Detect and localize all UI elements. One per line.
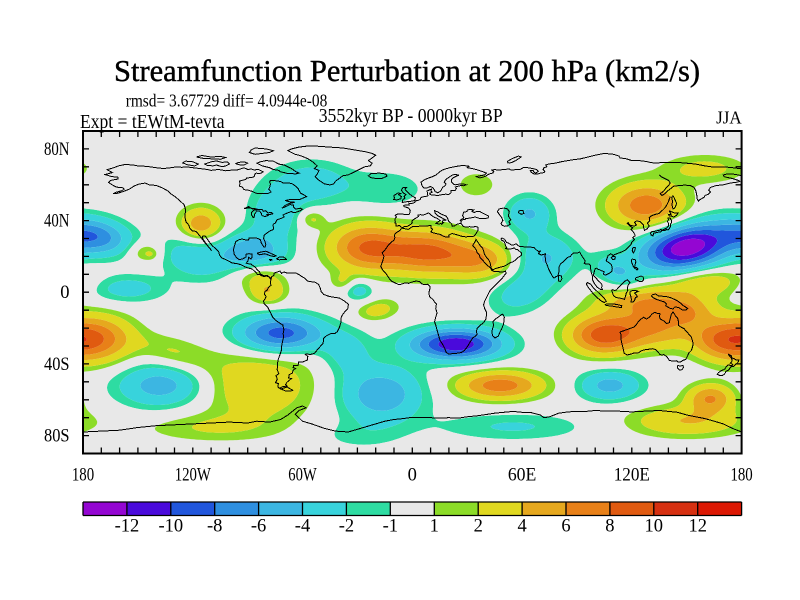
svg-text:120E: 120E: [614, 465, 650, 485]
svg-text:-12: -12: [115, 517, 140, 537]
svg-text:10: 10: [645, 517, 664, 537]
svg-text:-1: -1: [383, 517, 398, 537]
svg-text:1: 1: [430, 517, 439, 537]
svg-text:0: 0: [408, 465, 417, 485]
svg-text:0: 0: [60, 283, 69, 303]
svg-text:JJA: JJA: [716, 107, 742, 127]
svg-text:40S: 40S: [44, 355, 70, 375]
svg-text:Expt = tEWtM-tevta: Expt = tEWtM-tevta: [80, 111, 225, 133]
svg-text:Streamfunction Perturbation at: Streamfunction Perturbation at 200 hPa (…: [114, 53, 700, 88]
svg-text:8: 8: [605, 517, 614, 537]
svg-text:4: 4: [517, 517, 526, 537]
svg-text:60E: 60E: [508, 465, 537, 485]
svg-text:80S: 80S: [44, 427, 70, 447]
svg-text:-2: -2: [339, 517, 354, 537]
svg-text:-6: -6: [251, 517, 266, 537]
svg-text:12: 12: [688, 517, 707, 537]
svg-text:rmsd= 3.67729 diff= 4.0944e-08: rmsd= 3.67729 diff= 4.0944e-08: [126, 91, 328, 111]
svg-text:180: 180: [730, 465, 752, 485]
svg-text:6: 6: [561, 517, 570, 537]
svg-text:60W: 60W: [288, 465, 317, 485]
svg-text:180: 180: [72, 465, 94, 485]
svg-text:120W: 120W: [175, 465, 212, 485]
svg-text:-10: -10: [158, 517, 183, 537]
svg-text:80N: 80N: [44, 140, 70, 160]
svg-text:40N: 40N: [44, 212, 70, 232]
svg-text:2: 2: [474, 517, 483, 537]
svg-text:-8: -8: [207, 517, 222, 537]
svg-text:3552kyr BP - 0000kyr BP: 3552kyr BP - 0000kyr BP: [319, 105, 503, 127]
svg-text:-4: -4: [295, 517, 310, 537]
